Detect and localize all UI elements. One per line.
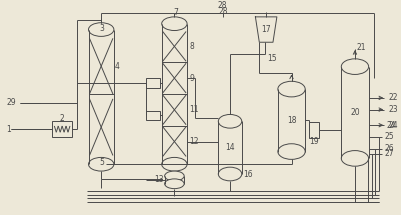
Text: 11: 11 bbox=[188, 105, 198, 114]
Text: 7: 7 bbox=[172, 8, 177, 17]
Ellipse shape bbox=[164, 179, 184, 189]
Text: 27: 27 bbox=[383, 149, 393, 158]
Text: 20: 20 bbox=[349, 108, 359, 117]
Bar bbox=[308, 122, 318, 138]
Text: 16: 16 bbox=[242, 169, 252, 178]
Text: 12: 12 bbox=[188, 137, 198, 146]
Text: 13: 13 bbox=[154, 175, 163, 184]
Text: 1: 1 bbox=[6, 125, 11, 134]
Text: 28: 28 bbox=[218, 8, 227, 17]
Text: 17: 17 bbox=[261, 25, 270, 34]
Bar bbox=[52, 121, 72, 137]
Bar bbox=[146, 111, 159, 120]
Ellipse shape bbox=[340, 59, 368, 74]
Text: 29: 29 bbox=[6, 98, 16, 107]
Ellipse shape bbox=[277, 144, 304, 159]
Text: 23: 23 bbox=[387, 105, 397, 114]
Text: 14: 14 bbox=[225, 143, 234, 152]
Text: 18: 18 bbox=[286, 116, 296, 125]
Text: 21: 21 bbox=[356, 43, 365, 52]
Text: 25: 25 bbox=[383, 132, 393, 141]
Text: 9: 9 bbox=[188, 74, 193, 83]
Text: 19: 19 bbox=[308, 137, 318, 146]
Ellipse shape bbox=[340, 150, 368, 166]
Text: 5: 5 bbox=[99, 158, 104, 167]
Bar bbox=[146, 78, 159, 88]
Ellipse shape bbox=[218, 167, 241, 181]
Ellipse shape bbox=[277, 81, 304, 97]
Text: 24: 24 bbox=[387, 121, 397, 130]
Text: 3: 3 bbox=[99, 24, 104, 33]
Ellipse shape bbox=[218, 114, 241, 128]
Text: 15: 15 bbox=[266, 54, 276, 63]
Text: 8: 8 bbox=[188, 42, 193, 51]
Text: 2: 2 bbox=[60, 114, 65, 123]
Ellipse shape bbox=[164, 171, 184, 181]
Text: 4: 4 bbox=[115, 62, 119, 71]
Text: 28: 28 bbox=[217, 1, 227, 10]
Ellipse shape bbox=[88, 23, 113, 36]
Ellipse shape bbox=[161, 157, 186, 171]
Ellipse shape bbox=[88, 157, 113, 171]
Text: 24: 24 bbox=[385, 121, 395, 130]
Ellipse shape bbox=[161, 17, 186, 31]
Text: 26: 26 bbox=[383, 144, 393, 153]
Text: 22: 22 bbox=[387, 93, 397, 102]
